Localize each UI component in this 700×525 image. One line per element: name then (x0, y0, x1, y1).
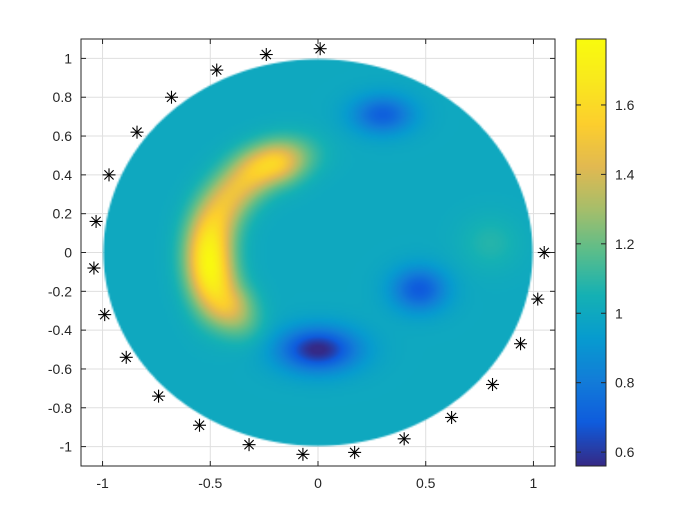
conductivity-field (102, 58, 534, 447)
electrode-marker (119, 350, 133, 364)
y-tick-label: 0.8 (53, 89, 73, 105)
electrode-marker (397, 432, 411, 446)
electrode-marker (313, 42, 327, 56)
electrode-marker (445, 410, 459, 424)
electrode-marker (130, 125, 144, 139)
electrode-marker (164, 90, 178, 104)
electrode-marker (296, 447, 310, 461)
colorbar-gradient (576, 39, 606, 466)
electrode-marker (531, 292, 545, 306)
y-tick-label: 1 (64, 50, 72, 66)
colorbar-tick-label: 1.6 (615, 97, 635, 113)
electrode-marker (537, 246, 551, 259)
y-tick-label: 0.6 (53, 128, 73, 144)
y-tick-label: 0.4 (53, 167, 73, 183)
y-tick-label: -0.6 (48, 361, 72, 377)
electrode-marker (486, 377, 500, 391)
colorbar-tick-label: 1.4 (615, 166, 635, 182)
x-tick-label: 0 (314, 475, 322, 491)
y-tick-label: -1 (60, 439, 73, 455)
y-axis-ticks: 1 0.8 0.6 0.4 0.2 0 -0.2 -0.4 -0.6 -0.8 -1 (48, 50, 555, 455)
y-tick-label: 0.2 (53, 206, 73, 222)
y-tick-label: 0 (64, 245, 72, 261)
x-axis-ticks: -1 -0.5 0 0.5 1 (96, 39, 538, 491)
electrode-marker (102, 168, 116, 182)
electrode-marker (89, 214, 103, 228)
colorbar-tick-label: 0.6 (615, 444, 635, 460)
x-tick-label: -0.5 (198, 475, 222, 491)
x-tick-label: 0.5 (416, 475, 436, 491)
colorbar-tick-label: 1 (615, 305, 623, 321)
electrode-marker (348, 445, 362, 459)
electrode-marker (98, 308, 112, 322)
x-tick-label: 1 (530, 475, 538, 491)
electrode-marker (152, 389, 166, 403)
colorbar-frame (575, 38, 607, 467)
y-tick-label: -0.2 (48, 283, 72, 299)
electrode-marker (87, 261, 101, 275)
electrode-marker (210, 63, 224, 77)
electrode-marker (514, 337, 528, 351)
colorbar-tick-label: 1.2 (615, 236, 635, 252)
y-tick-label: -0.4 (48, 322, 72, 338)
x-tick-label: -1 (96, 475, 109, 491)
electrode-marker (193, 418, 206, 432)
electrode-markers (87, 42, 551, 461)
colorbar-tick-label: 0.8 (615, 375, 635, 391)
electrode-marker (242, 438, 256, 452)
electrode-marker (259, 48, 273, 62)
colorbar: 0.6 0.8 1 1.2 1.4 1.6 (575, 38, 635, 467)
y-tick-label: -0.8 (48, 400, 72, 416)
